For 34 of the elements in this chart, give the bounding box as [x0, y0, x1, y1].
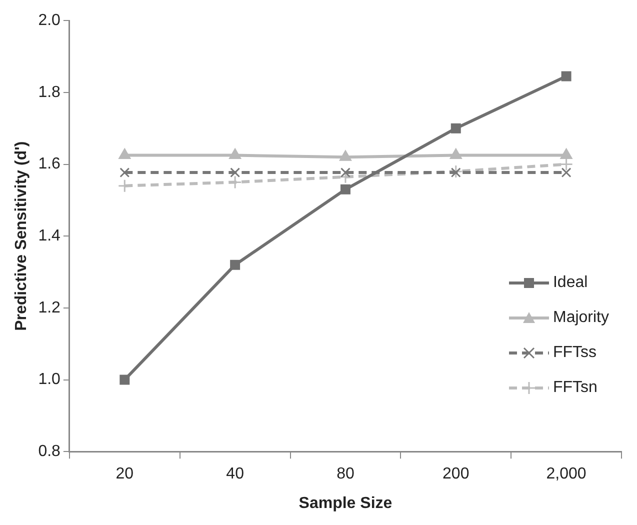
y-tick-label: 1.8: [38, 84, 61, 101]
y-tick-label: 1.4: [38, 228, 61, 245]
point: [340, 150, 352, 161]
y-axis-title: Predictive Sensitivity (d'): [13, 141, 30, 331]
point: [340, 184, 350, 194]
point: [560, 158, 574, 172]
point: [230, 168, 240, 178]
x-tick-label: 2,000: [546, 466, 586, 483]
point: [450, 168, 461, 178]
point: [229, 148, 242, 160]
point: [561, 168, 572, 178]
point: [560, 148, 572, 160]
x-tick-label: 40: [226, 466, 244, 483]
x-tick-label: 200: [442, 466, 470, 483]
legend-label: FFTss: [552, 344, 597, 362]
legend-label: Ideal: [552, 274, 588, 292]
y-tick-label: 0.8: [38, 443, 61, 460]
legend-label: Majority: [552, 308, 609, 326]
point: [450, 148, 462, 160]
point: [118, 148, 131, 160]
point: [450, 123, 461, 134]
x-tick-label: 80: [336, 466, 354, 483]
y-tick-label: 1.2: [38, 299, 61, 316]
point: [340, 168, 350, 178]
x-axis-title: Sample Size: [298, 494, 392, 512]
point: [120, 374, 130, 385]
x-tick-label: 20: [116, 466, 134, 483]
y-tick-label: 1.0: [38, 371, 61, 388]
y-tick-label: 2.0: [38, 12, 61, 30]
legend-label: FFTsn: [552, 378, 598, 396]
y-tick-label: 1.6: [38, 156, 61, 173]
point: [230, 260, 240, 270]
point: [120, 168, 130, 178]
point: [561, 71, 572, 82]
